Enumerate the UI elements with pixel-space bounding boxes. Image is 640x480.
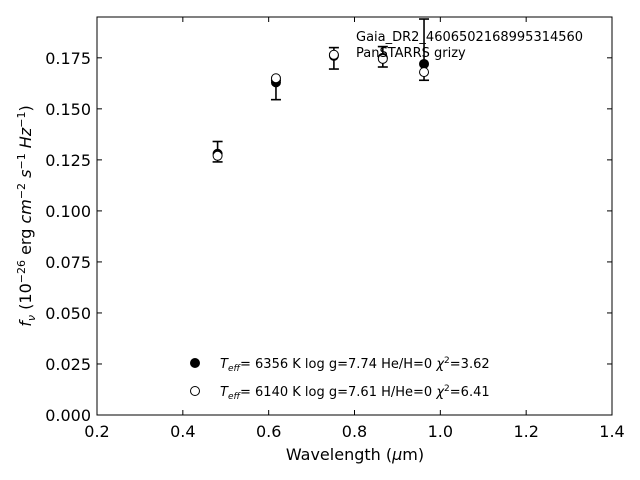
y-tick-label: 0.000 [45, 406, 91, 425]
open-marker [270, 73, 281, 84]
annotation-survey: PanSTARRS grizy [356, 46, 466, 61]
legend-marker-filled [190, 358, 200, 368]
x-tick-label: 0.6 [256, 422, 281, 441]
y-tick-label: 0.125 [45, 151, 91, 170]
legend-1-teff: 6356 K [255, 357, 301, 372]
x-tick-label: 1.4 [599, 422, 624, 441]
y-tick-label: 0.150 [45, 100, 91, 119]
x-tick-label: 1.0 [428, 422, 453, 441]
annotation-star-id: Gaia_DR2_4606502168995314560 [356, 30, 583, 45]
y-tick-label: 0.075 [45, 253, 91, 272]
y-axis-ticks: 0.000 0.025 0.050 0.075 0.100 0.125 0.150 0.175 [45, 49, 612, 425]
x-tick-label: 0.4 [170, 422, 195, 441]
y-tick-label: 0.025 [45, 355, 91, 374]
y-tick-label: 0.100 [45, 202, 91, 221]
legend-2-logg: log g=7.61 [305, 385, 377, 400]
x-tick-label: 1.2 [513, 422, 538, 441]
legend-2-teff: 6140 K [255, 385, 301, 400]
legend-marker-open [190, 386, 200, 396]
x-tick-label: 0.8 [342, 422, 367, 441]
legend-1-chi: =3.62 [450, 357, 490, 372]
y-tick-label: 0.175 [45, 49, 91, 68]
legend-2-comp: H/He=0 [381, 385, 432, 400]
open-marker [212, 150, 223, 161]
plot-border [96, 16, 613, 416]
x-tick-label: 0.2 [84, 422, 109, 441]
legend-1-logg: log g=7.74 [305, 357, 377, 372]
open-marker [419, 67, 430, 78]
plot-frame [96, 16, 613, 416]
open-marker [328, 49, 339, 60]
y-tick-label: 0.050 [45, 304, 91, 323]
series-open-markers [212, 49, 430, 161]
x-axis-ticks: 0.2 0.4 0.6 0.8 1.0 1.2 1.4 [84, 17, 625, 441]
legend-entry-1: Teff= 6356 K log g=7.74 He/H=0 χ2=3.62 [220, 356, 490, 374]
x-axis-label: Wavelength (μm) [286, 445, 424, 464]
open-marker [377, 53, 388, 64]
series-filled-markers [212, 50, 430, 159]
legend-2-chi: =6.41 [450, 385, 490, 400]
y-axis-label: fν (10−26 erg cm−2 s−1 Hz−1) [15, 105, 38, 326]
legend-1-comp: He/H=0 [381, 357, 432, 372]
legend: Teff= 6356 K log g=7.74 He/H=0 χ2=3.62 T… [190, 356, 490, 402]
legend-entry-2: Teff= 6140 K log g=7.61 H/He=0 χ2=6.41 [220, 384, 490, 402]
